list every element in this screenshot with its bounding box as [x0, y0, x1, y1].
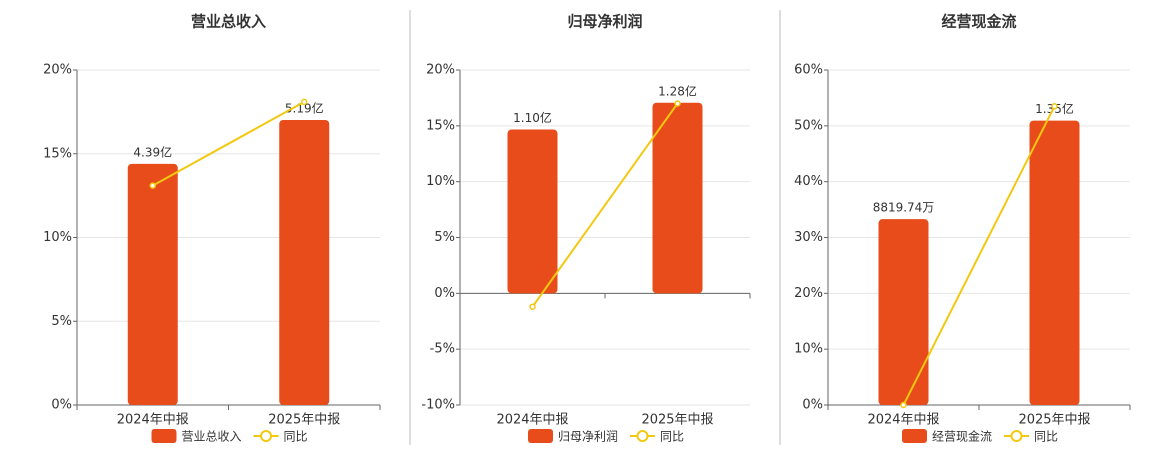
bar	[279, 119, 330, 406]
value-label: 8819.74万	[873, 201, 935, 215]
y-tick-label: 10%	[794, 342, 823, 357]
bar	[507, 129, 558, 294]
y-tick-label: 0%	[802, 398, 823, 413]
chart-title: 经营现金流	[941, 13, 1016, 31]
x-tick-label: 2024年中报	[496, 413, 568, 428]
value-label: 5.19亿	[285, 100, 324, 115]
line-marker	[529, 303, 536, 310]
value-label: 1.10亿	[513, 110, 552, 125]
line	[531, 102, 679, 308]
y-tick-label: 20%	[43, 63, 72, 78]
legend-swatch	[528, 429, 553, 443]
y-tick-label: 20%	[426, 63, 455, 78]
x-tick-label: 2024年中报	[117, 413, 189, 428]
y-tick-label: -5%	[430, 342, 455, 357]
legend-label: 归母净利润	[558, 430, 618, 444]
legend-label: 同比	[660, 430, 684, 444]
value-label: 1.28亿	[658, 83, 697, 98]
line-marker	[301, 98, 308, 106]
legend-swatch	[260, 430, 273, 442]
line-marker	[149, 182, 156, 189]
y-tick-label: 10%	[43, 230, 72, 245]
y-tick-label: 20%	[794, 286, 823, 301]
legend-label: 经营现金流	[932, 429, 992, 444]
value-label: 4.39亿	[133, 144, 172, 159]
bar	[878, 219, 929, 405]
y-tick-label: 15%	[426, 118, 455, 133]
y-tick-label: 15%	[43, 146, 72, 161]
y-tick-label: 10%	[426, 174, 455, 189]
x-tick-label: 2025年中报	[641, 413, 713, 428]
y-tick-label: 0%	[51, 398, 72, 413]
x-tick-label: 2025年中报	[268, 413, 340, 428]
bar	[1029, 120, 1080, 405]
line-marker	[900, 401, 907, 409]
legend-swatch	[1010, 430, 1023, 442]
bar	[127, 163, 178, 405]
legend-swatch	[636, 430, 649, 442]
y-tick-label: 30%	[794, 230, 823, 245]
y-tick-label: 50%	[794, 118, 823, 133]
y-tick-label: 40%	[794, 174, 823, 189]
legend-swatch	[902, 429, 927, 443]
line-marker	[674, 100, 681, 107]
y-tick-label: 5%	[434, 230, 455, 245]
line	[902, 105, 1056, 406]
chart-title: 归母净利润	[567, 13, 642, 31]
line-marker	[1051, 103, 1058, 110]
bar	[652, 102, 703, 294]
y-tick-label: 0%	[434, 286, 455, 301]
chart-title: 营业总收入	[191, 13, 266, 31]
legend-swatch	[151, 429, 177, 443]
legend-label: 同比	[1034, 430, 1058, 444]
x-tick-label: 2025年中报	[1018, 413, 1090, 428]
line	[152, 100, 305, 187]
legend-label: 同比	[284, 430, 308, 444]
y-tick-label: -10%	[421, 398, 455, 413]
legend-label: 营业总收入	[182, 430, 242, 444]
y-tick-label: 60%	[794, 63, 823, 78]
y-tick-label: 5%	[51, 314, 72, 329]
x-tick-label: 2024年中报	[867, 413, 939, 428]
